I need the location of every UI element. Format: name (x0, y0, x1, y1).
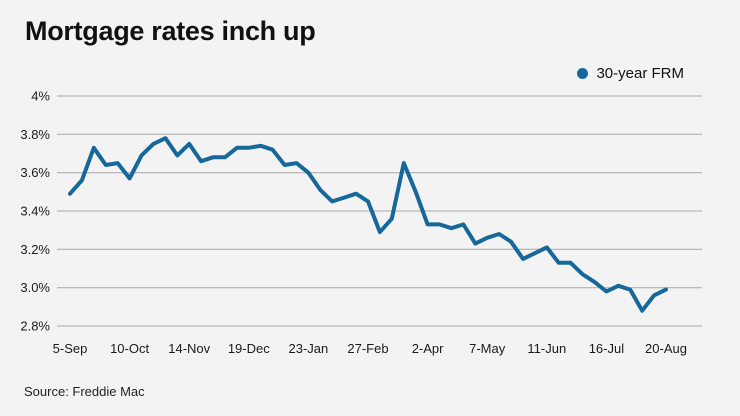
y-axis-label: 4% (31, 89, 50, 104)
y-axis-label: 3.8% (20, 127, 50, 142)
x-axis-label: 14-Nov (168, 341, 210, 356)
x-axis-label: 11-Jun (527, 341, 566, 356)
x-axis-label: 23-Jan (289, 341, 329, 356)
legend: 30-year FRM (577, 65, 684, 82)
x-axis-label: 20-Aug (645, 341, 687, 356)
legend-label: 30-year FRM (596, 65, 684, 82)
chart-title: Mortgage rates inch up (25, 16, 316, 46)
y-axis-label: 3.2% (20, 242, 50, 257)
y-axis-label: 3.0% (20, 280, 50, 295)
x-axis-label: 27-Feb (347, 341, 388, 356)
x-axis-label: 7-May (469, 341, 506, 356)
source-note: Source: Freddie Mac (24, 384, 145, 399)
rate-line (68, 136, 668, 313)
x-axis-label: 16-Jul (589, 341, 625, 356)
legend-marker-icon (577, 68, 589, 79)
x-axis-label: 2-Apr (412, 341, 444, 356)
x-axis-label: 19-Dec (228, 341, 270, 356)
y-axis-label: 2.8% (20, 319, 50, 334)
y-axis-label: 3.6% (20, 165, 50, 180)
y-axis-label: 3.4% (20, 204, 50, 219)
x-axis-label: 10-Oct (110, 341, 149, 356)
x-axis-label: 5-Sep (53, 341, 88, 356)
